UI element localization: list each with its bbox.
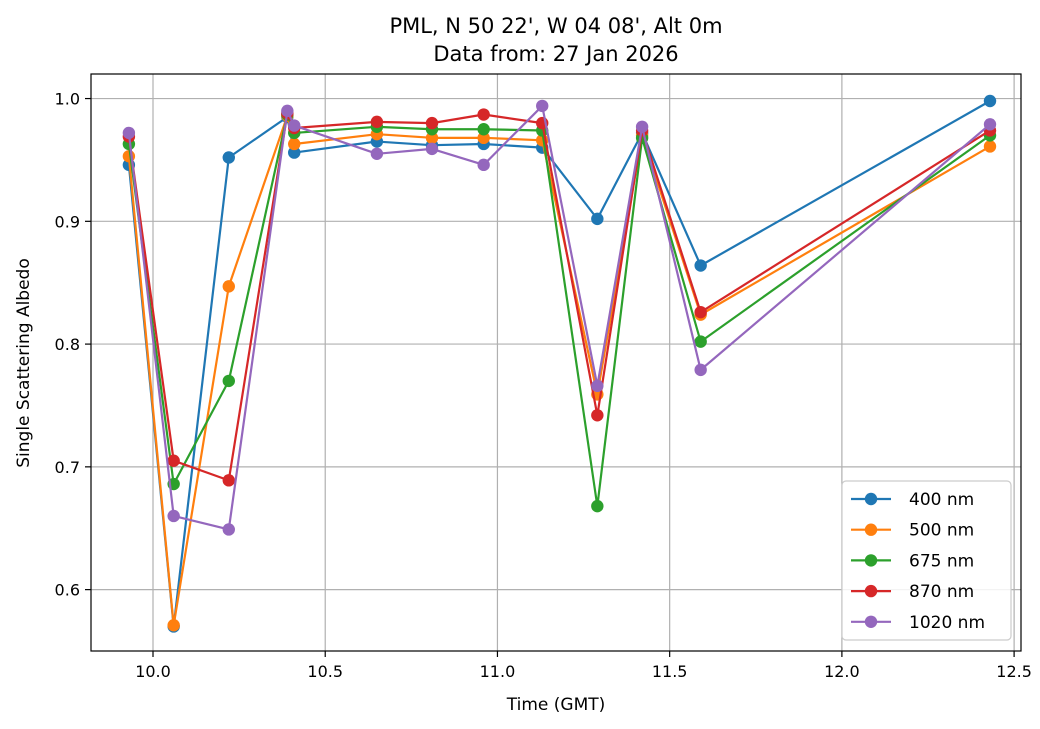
plot-frame (90, 73, 1022, 652)
data-point (477, 108, 490, 121)
data-point (983, 118, 997, 131)
axis-ticks: 10.0 10.5 11.0 11.5 12.0 12.5 0.6 0.7 0.8 0.9 1.0 (55, 90, 1032, 681)
data-point (425, 131, 439, 145)
x-axis-label: Time (GMT) (506, 695, 606, 715)
series-layer (122, 94, 997, 633)
legend-swatch-marker (864, 523, 878, 536)
legend-label: 870 nm (909, 582, 974, 602)
legend-item: 400 nm (851, 490, 974, 510)
x-tick-label: 11.0 (480, 662, 516, 681)
data-point (536, 99, 549, 113)
data-point (167, 454, 180, 467)
x-tick-label: 12.5 (996, 662, 1032, 681)
legend-item: 675 nm (851, 551, 974, 571)
legend-swatch-marker (864, 492, 878, 506)
x-tick-label: 11.5 (652, 662, 688, 681)
data-point (591, 379, 604, 393)
legend-swatch-marker (864, 615, 878, 628)
data-point (370, 147, 384, 160)
legend-box (841, 480, 1012, 641)
data-point (983, 94, 997, 108)
data-point (591, 499, 604, 513)
data-point (288, 119, 301, 132)
data-point (222, 474, 235, 487)
y-tick-label: 0.6 (55, 581, 80, 600)
data-point (477, 158, 490, 172)
data-point (477, 131, 490, 145)
data-point (694, 363, 707, 377)
data-point (591, 409, 604, 422)
legend-label: 1020 nm (909, 613, 985, 633)
data-point (591, 212, 604, 226)
data-point (477, 123, 490, 136)
data-point (425, 116, 439, 130)
x-tick-label: 10.5 (307, 662, 343, 681)
chart-title: PML, N 50 22', W 04 08', Alt 0m (389, 14, 722, 38)
legend-label: 675 nm (909, 551, 974, 571)
data-point (425, 142, 439, 156)
legend-item: 500 nm (851, 521, 974, 541)
data-point (167, 509, 180, 523)
data-point (694, 305, 707, 319)
data-point (222, 151, 235, 164)
y-tick-label: 0.7 (55, 458, 80, 477)
y-tick-label: 0.9 (55, 212, 80, 231)
data-point (983, 140, 997, 153)
data-point (694, 259, 707, 272)
y-tick-label: 1.0 (55, 90, 80, 109)
x-tick-label: 10.0 (135, 662, 171, 681)
data-point (288, 146, 301, 159)
data-point (281, 104, 294, 118)
legend-item: 870 nm (851, 582, 974, 602)
grid-lines (91, 74, 1021, 651)
data-point (222, 280, 235, 293)
legend-item: 1020 nm (851, 613, 985, 633)
data-point (635, 120, 649, 133)
legend-swatch-marker (864, 554, 878, 567)
series-1020-nm (122, 99, 997, 536)
data-point (222, 523, 235, 536)
series-870-nm (122, 107, 997, 487)
x-tick-label: 12.0 (824, 662, 860, 681)
chart-subtitle: Data from: 27 Jan 2026 (433, 42, 678, 66)
data-point (167, 619, 180, 632)
legend-swatch-marker (864, 584, 878, 598)
data-point (222, 374, 235, 388)
data-point (122, 126, 136, 140)
data-point (694, 335, 707, 348)
y-axis-label: Single Scattering Albedo (14, 258, 34, 468)
data-point (370, 115, 384, 129)
y-tick-label: 0.8 (55, 335, 80, 354)
legend-label: 400 nm (909, 490, 974, 510)
legend: 400 nm 500 nm 675 nm 870 nm 1020 nm (841, 480, 1012, 641)
legend-label: 500 nm (909, 521, 974, 541)
data-point (288, 137, 301, 151)
